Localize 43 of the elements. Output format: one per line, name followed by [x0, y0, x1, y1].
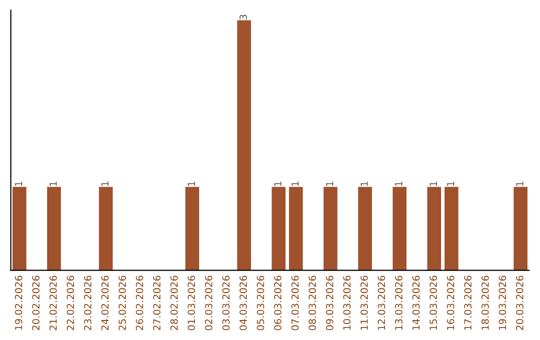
data-label: 1: [430, 182, 437, 186]
data-label: 1: [50, 182, 57, 186]
data-label: 1: [516, 182, 524, 186]
x-tick-label: 23.02.2026: [84, 276, 92, 330]
x-tick-label: 07.03.2026: [291, 276, 299, 330]
x-tick-label: 15.03.2026: [430, 276, 437, 330]
x-tick-label: 28.02.2026: [170, 276, 178, 330]
x-tick-label: 04.03.2026: [240, 276, 247, 330]
data-label: 1: [360, 182, 368, 186]
data-label: 1: [292, 182, 299, 186]
x-tick-label: 25.02.2026: [118, 276, 126, 330]
data-label: 1: [395, 182, 402, 186]
x-tick-label: 06.03.2026: [274, 276, 282, 330]
x-tick-label: 11.03.2026: [360, 276, 368, 330]
data-label: 1: [101, 182, 109, 186]
x-tick-label: 26.02.2026: [136, 276, 144, 330]
x-tick-label: 12.03.2026: [378, 276, 386, 330]
data-label: 1: [188, 182, 195, 186]
x-tick-label: 02.03.2026: [204, 276, 212, 330]
x-tick-label: 10.03.2026: [343, 276, 351, 330]
x-tick-label: 24.02.2026: [101, 276, 109, 330]
x-tick-label: 17.03.2026: [464, 276, 472, 330]
x-tick-label: 01.03.2026: [188, 276, 196, 330]
data-label: 1: [326, 182, 334, 186]
data-label: 3: [240, 14, 247, 20]
x-tick-label: 09.03.2026: [326, 276, 334, 330]
data-label: 1: [274, 182, 282, 186]
x-tick-label: 03.03.2026: [222, 276, 230, 330]
x-tick-label: 14.03.2026: [412, 276, 420, 330]
x-tick-label: 20.03.2026: [516, 276, 524, 330]
x-tick-label: 16.03.2026: [446, 276, 454, 330]
data-label: 1: [447, 182, 454, 186]
x-tick-label: 19.03.2026: [498, 276, 506, 330]
x-tick-label: 19.02.2026: [14, 276, 22, 330]
data-label: 1: [15, 182, 22, 186]
x-tick-label: 13.03.2026: [395, 276, 402, 330]
x-tick-label: 18.03.2026: [481, 276, 489, 330]
x-tick-label: 27.02.2026: [153, 276, 160, 330]
x-tick-label: 05.03.2026: [256, 276, 264, 330]
x-tick-label: 20.02.2026: [32, 276, 40, 330]
x-tick-label: 21.02.2026: [49, 276, 57, 330]
x-tick-label: 22.02.2026: [66, 276, 74, 330]
x-tick-label: 08.03.2026: [308, 276, 316, 330]
